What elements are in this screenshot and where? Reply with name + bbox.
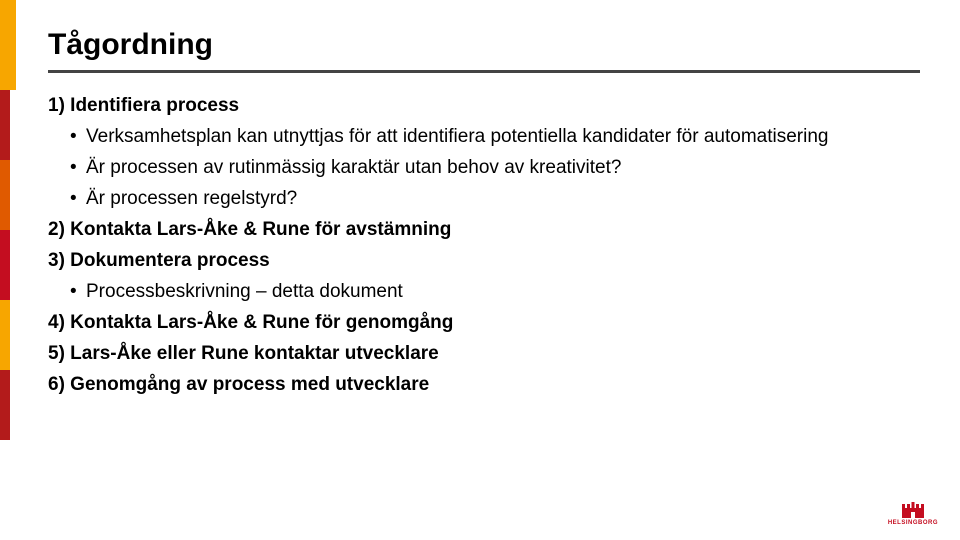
brand-text: HELSINGBORG <box>888 520 938 526</box>
slide-title: Tågordning <box>48 28 920 73</box>
accent-stripe <box>0 230 10 300</box>
bullet-marker: • <box>64 278 86 305</box>
bullet-text: Är processen regelstyrd? <box>86 185 880 212</box>
bullet-marker: • <box>64 185 86 212</box>
numbered-item: 3) Dokumentera process <box>48 247 880 274</box>
bullet-text: Är processen av rutinmässig karaktär uta… <box>86 154 880 181</box>
accent-stripe <box>0 90 10 160</box>
bullet-marker: • <box>64 123 86 150</box>
numbered-item: 1) Identifiera process <box>48 92 880 119</box>
bullet-text: Processbeskrivning – detta dokument <box>86 278 880 305</box>
bullet-item: •Är processen av rutinmässig karaktär ut… <box>48 154 880 181</box>
accent-stripe <box>0 370 10 440</box>
bullet-item: •Verksamhetsplan kan utnyttjas för att i… <box>48 123 880 150</box>
numbered-item: 6) Genomgång av process med utvecklare <box>48 371 880 398</box>
content-body: 1) Identifiera process•Verksamhetsplan k… <box>48 92 880 402</box>
numbered-item: 2) Kontakta Lars-Åke & Rune för avstämni… <box>48 216 880 243</box>
brand-logo: HELSINGBORG <box>888 502 938 526</box>
castle-icon <box>900 502 926 518</box>
bullet-item: •Är processen regelstyrd? <box>48 185 880 212</box>
bullet-text: Verksamhetsplan kan utnyttjas för att id… <box>86 123 880 150</box>
bullet-item: •Processbeskrivning – detta dokument <box>48 278 880 305</box>
title-container: Tågordning <box>48 28 920 73</box>
accent-stripe <box>0 160 10 230</box>
numbered-item: 5) Lars-Åke eller Rune kontaktar utveckl… <box>48 340 880 367</box>
accent-stripe <box>0 0 16 90</box>
numbered-item: 4) Kontakta Lars-Åke & Rune för genomgån… <box>48 309 880 336</box>
accent-stripe <box>0 300 10 370</box>
bullet-marker: • <box>64 154 86 181</box>
